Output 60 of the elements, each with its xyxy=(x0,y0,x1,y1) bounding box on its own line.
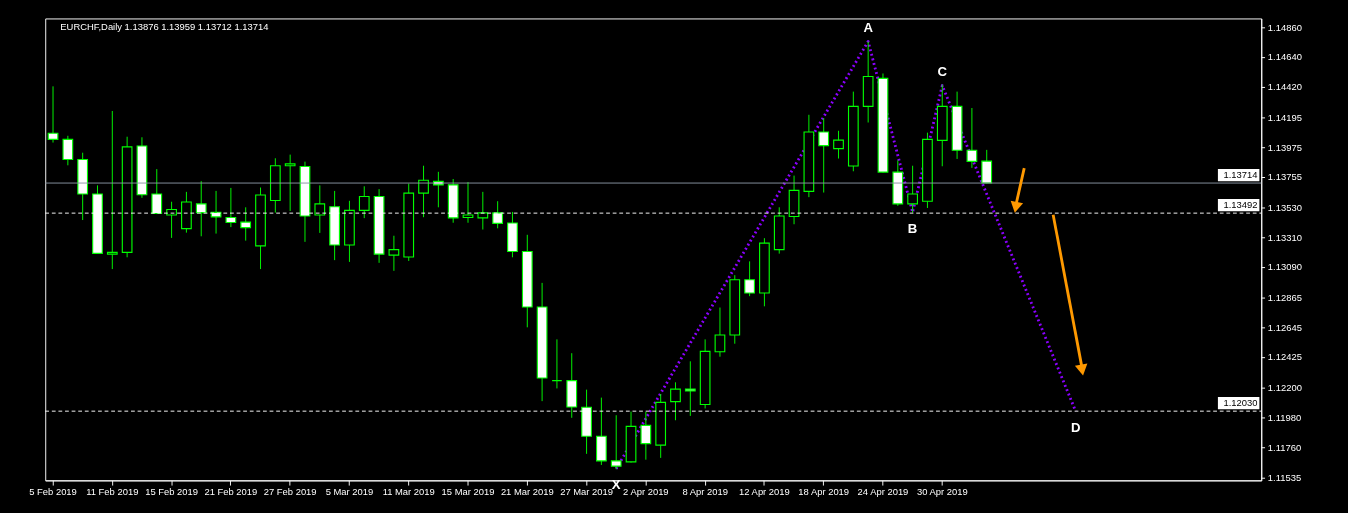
x-tick-label: 2 Apr 2019 xyxy=(623,485,669,497)
x-tick-label: 30 Apr 2019 xyxy=(916,485,968,497)
x-tick-label: 18 Apr 2019 xyxy=(798,485,850,497)
ref-line-label: 1.13714 xyxy=(1223,169,1258,181)
candlestick xyxy=(477,191,489,230)
y-tick-label: 1.13755 xyxy=(1267,171,1302,183)
y-tick-label: 1.11980 xyxy=(1267,411,1302,423)
y-tick-label: 1.14640 xyxy=(1267,51,1302,63)
x-tick-label: 5 Mar 2019 xyxy=(325,485,374,497)
chart-title: EURCHF,Daily 1.13876 1.13959 1.13712 1.13714 xyxy=(60,20,269,32)
candlestick xyxy=(640,411,652,461)
y-tick-label: 1.12865 xyxy=(1267,291,1302,303)
ref-line-label: 1.12030 xyxy=(1223,397,1258,409)
y-tick-label: 1.14195 xyxy=(1267,111,1302,123)
candlestick xyxy=(388,235,400,272)
candlestick xyxy=(670,381,681,421)
candlestick xyxy=(47,85,59,144)
data-label: C xyxy=(937,64,948,80)
x-tick-label: 5 Feb 2019 xyxy=(29,485,77,497)
candlestick xyxy=(106,110,118,270)
y-tick-label: 1.12425 xyxy=(1267,351,1302,363)
x-tick-label: 27 Feb 2019 xyxy=(263,485,317,497)
x-tick-label: 21 Mar 2019 xyxy=(500,485,554,497)
y-tick-label: 1.12200 xyxy=(1267,381,1302,393)
x-tick-label: 27 Mar 2019 xyxy=(560,485,613,497)
candlestick xyxy=(551,338,563,389)
x-tick-label: 15 Feb 2019 xyxy=(145,485,199,497)
candlestick xyxy=(966,107,978,169)
candlestick xyxy=(744,260,755,297)
x-tick-label: 12 Apr 2019 xyxy=(739,485,790,497)
candlestick xyxy=(818,117,830,194)
x-tick-label: 21 Feb 2019 xyxy=(204,485,258,497)
data-label: D xyxy=(1070,419,1081,435)
candlestick xyxy=(314,184,326,234)
candlestick xyxy=(358,185,370,219)
candlestick xyxy=(981,149,993,184)
candlestick xyxy=(907,165,919,214)
candlestick xyxy=(462,181,474,224)
y-tick-label: 1.13090 xyxy=(1267,261,1302,273)
y-tick-label: 1.11535 xyxy=(1267,472,1302,484)
candlestick xyxy=(610,414,622,470)
x-tick-label: 8 Apr 2019 xyxy=(682,485,728,497)
candlestick xyxy=(284,154,296,212)
x-tick-label: 15 Mar 2019 xyxy=(441,485,495,497)
x-tick-label: 11 Mar 2019 xyxy=(382,485,435,497)
y-tick-label: 1.12645 xyxy=(1267,321,1302,333)
y-tick-label: 1.13310 xyxy=(1267,231,1302,243)
data-label: A xyxy=(863,19,874,35)
y-tick-label: 1.11760 xyxy=(1267,441,1302,453)
candlestick xyxy=(62,135,74,166)
data-label: B xyxy=(907,221,918,237)
x-tick-label: 24 Apr 2019 xyxy=(857,485,909,497)
ref-line-label: 1.13492 xyxy=(1223,199,1258,211)
y-tick-label: 1.13530 xyxy=(1267,201,1302,213)
y-tick-label: 1.14860 xyxy=(1267,21,1302,33)
y-tick-label: 1.13975 xyxy=(1267,141,1302,153)
x-tick-label: 11 Feb 2019 xyxy=(86,485,139,497)
y-tick-label: 1.14420 xyxy=(1267,81,1302,93)
candlestick xyxy=(714,307,726,358)
candlestick xyxy=(833,130,844,160)
